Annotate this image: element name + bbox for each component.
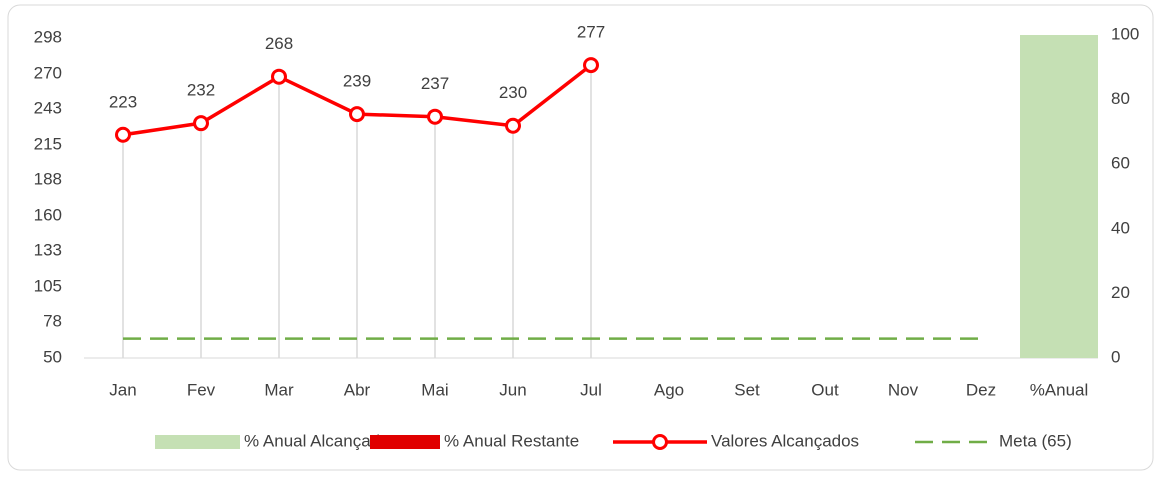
x-tick-label: %Anual xyxy=(1030,380,1089,399)
legend-swatch xyxy=(370,435,440,449)
x-tick-label: Dez xyxy=(966,380,996,399)
data-label: 237 xyxy=(421,74,449,93)
x-tick-label: Jul xyxy=(580,380,602,399)
legend-label: Meta (65) xyxy=(999,431,1072,450)
legend-label: % Anual Restante xyxy=(444,431,579,450)
y2-tick-label: 60 xyxy=(1111,154,1130,173)
line-marker xyxy=(505,117,521,134)
x-tick-label: Fev xyxy=(187,380,216,399)
bar xyxy=(1020,35,1098,358)
x-tick-label: Ago xyxy=(654,380,684,399)
y-tick-label: 133 xyxy=(34,240,62,259)
line-marker xyxy=(115,126,131,143)
y-tick-label: 105 xyxy=(34,277,62,296)
legend-marker xyxy=(652,434,668,450)
y-tick-label: 298 xyxy=(34,27,62,46)
y-tick-label: 78 xyxy=(43,311,62,330)
chart-border xyxy=(7,4,1154,471)
data-label: 223 xyxy=(109,92,137,111)
y2-tick-label: 80 xyxy=(1111,89,1130,108)
legend-swatch xyxy=(155,435,240,449)
data-label: 232 xyxy=(187,81,215,100)
legend-label: Valores Alcançados xyxy=(711,431,859,450)
y-tick-label: 50 xyxy=(43,347,62,366)
x-tick-label: Jan xyxy=(109,380,136,399)
line-marker xyxy=(349,106,365,123)
data-label: 230 xyxy=(499,83,527,102)
x-tick-label: Abr xyxy=(344,380,371,399)
y-tick-label: 243 xyxy=(34,98,62,117)
data-label: 239 xyxy=(343,72,371,91)
line-marker xyxy=(193,115,209,132)
x-tick-label: Nov xyxy=(888,380,919,399)
x-tick-label: Mai xyxy=(421,380,448,399)
legend-label: % Anual Alcançado xyxy=(244,431,390,450)
y-tick-label: 188 xyxy=(34,169,62,188)
x-tick-label: Set xyxy=(734,380,760,399)
x-tick-label: Jun xyxy=(499,380,526,399)
line-marker xyxy=(271,68,287,85)
y2-tick-label: 20 xyxy=(1111,283,1130,302)
y-tick-label: 160 xyxy=(34,206,62,225)
x-tick-label: Out xyxy=(811,380,839,399)
x-tick-label: Mar xyxy=(264,380,294,399)
line-marker xyxy=(427,108,443,125)
y-tick-label: 270 xyxy=(34,64,62,83)
data-label: 268 xyxy=(265,34,293,53)
y2-tick-label: 0 xyxy=(1111,347,1120,366)
line-marker xyxy=(583,57,599,74)
y2-tick-label: 40 xyxy=(1111,218,1130,237)
y-tick-label: 215 xyxy=(34,135,62,154)
data-label: 277 xyxy=(577,23,605,42)
y2-tick-label: 100 xyxy=(1111,24,1139,43)
